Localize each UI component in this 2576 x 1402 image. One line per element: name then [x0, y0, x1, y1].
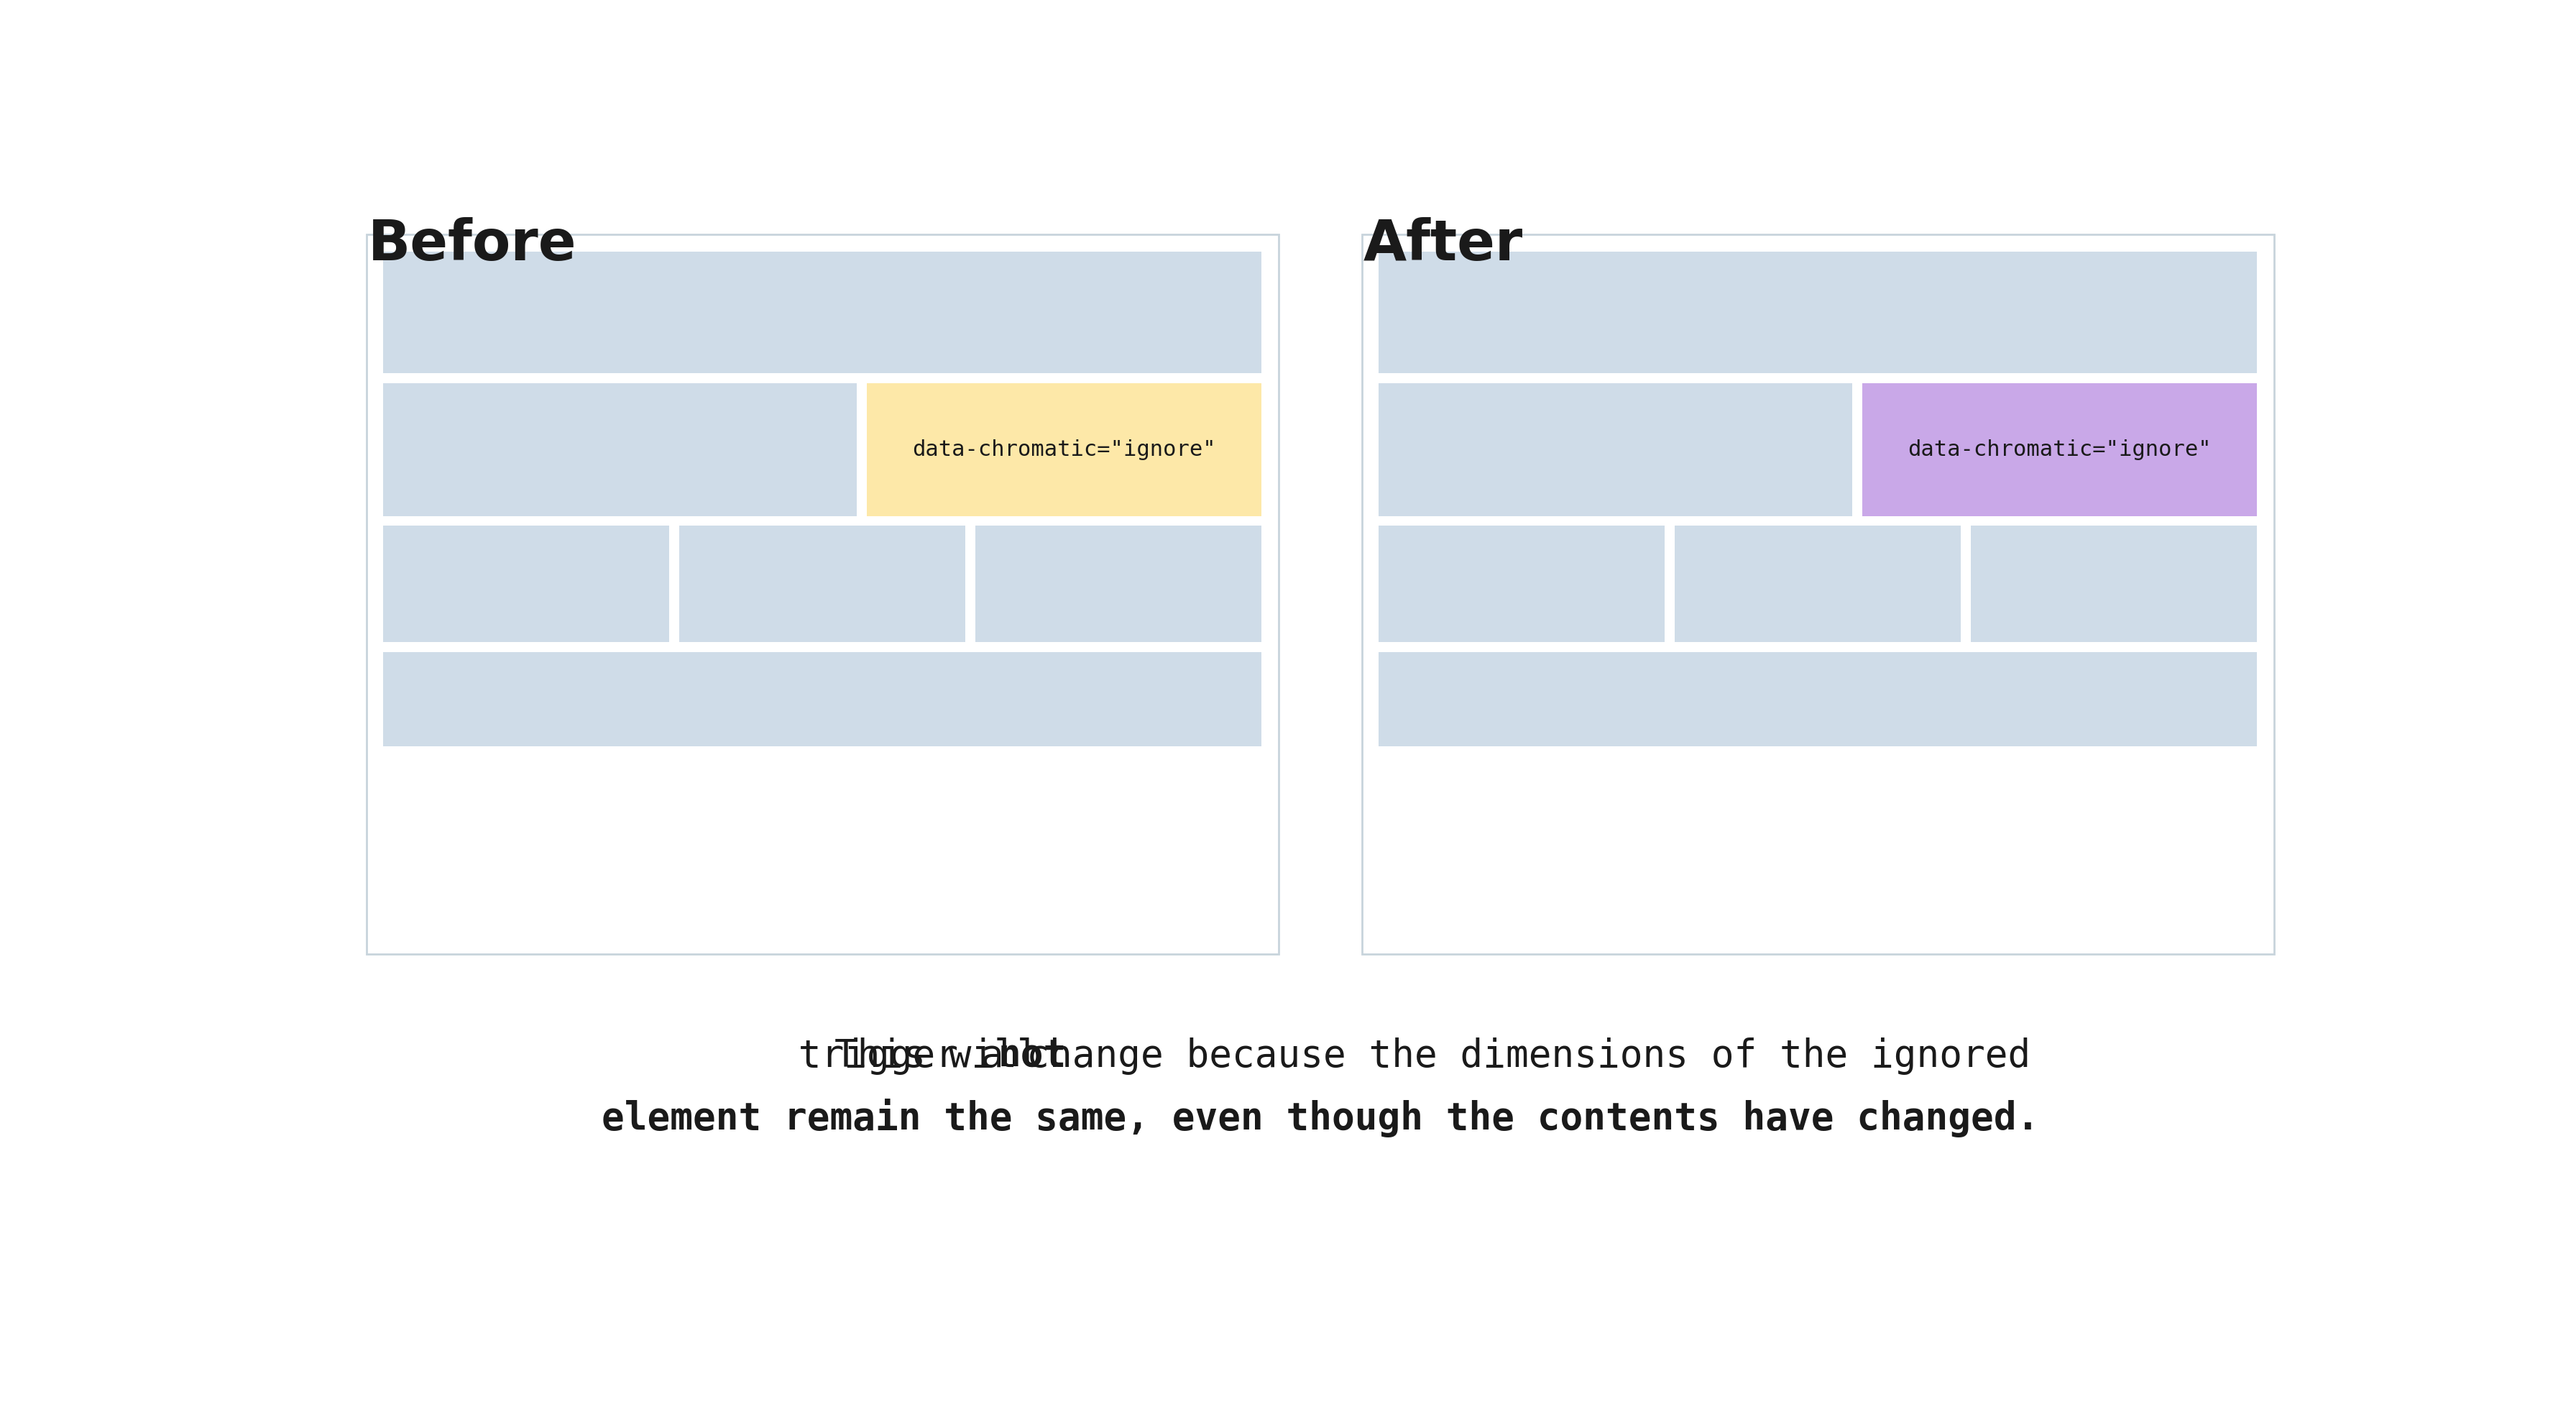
Text: data-chromatic="ignore": data-chromatic="ignore": [912, 439, 1216, 460]
Bar: [366, 234, 1278, 955]
Bar: [384, 383, 858, 516]
Bar: [868, 383, 1262, 516]
Bar: [1378, 383, 1852, 516]
Bar: [384, 251, 1262, 373]
Text: trigger a change because the dimensions of the ignored: trigger a change because the dimensions …: [775, 1037, 2030, 1075]
Text: data-chromatic="ignore": data-chromatic="ignore": [1909, 439, 2213, 460]
Bar: [384, 526, 670, 642]
Bar: [680, 526, 966, 642]
Text: This will: This will: [835, 1037, 1064, 1075]
Bar: [384, 652, 1262, 746]
Bar: [1971, 526, 2257, 642]
Text: Before: Before: [368, 217, 577, 272]
Bar: [1378, 251, 2257, 373]
Text: After: After: [1363, 217, 1522, 272]
Text: element remain the same, even though the contents have changed.: element remain the same, even though the…: [600, 1098, 2040, 1137]
Bar: [1378, 652, 2257, 746]
Bar: [1378, 526, 1664, 642]
Bar: [1674, 526, 1960, 642]
Text: not: not: [997, 1037, 1066, 1075]
Bar: [976, 526, 1262, 642]
Bar: [1862, 383, 2257, 516]
Bar: [1363, 234, 2275, 955]
